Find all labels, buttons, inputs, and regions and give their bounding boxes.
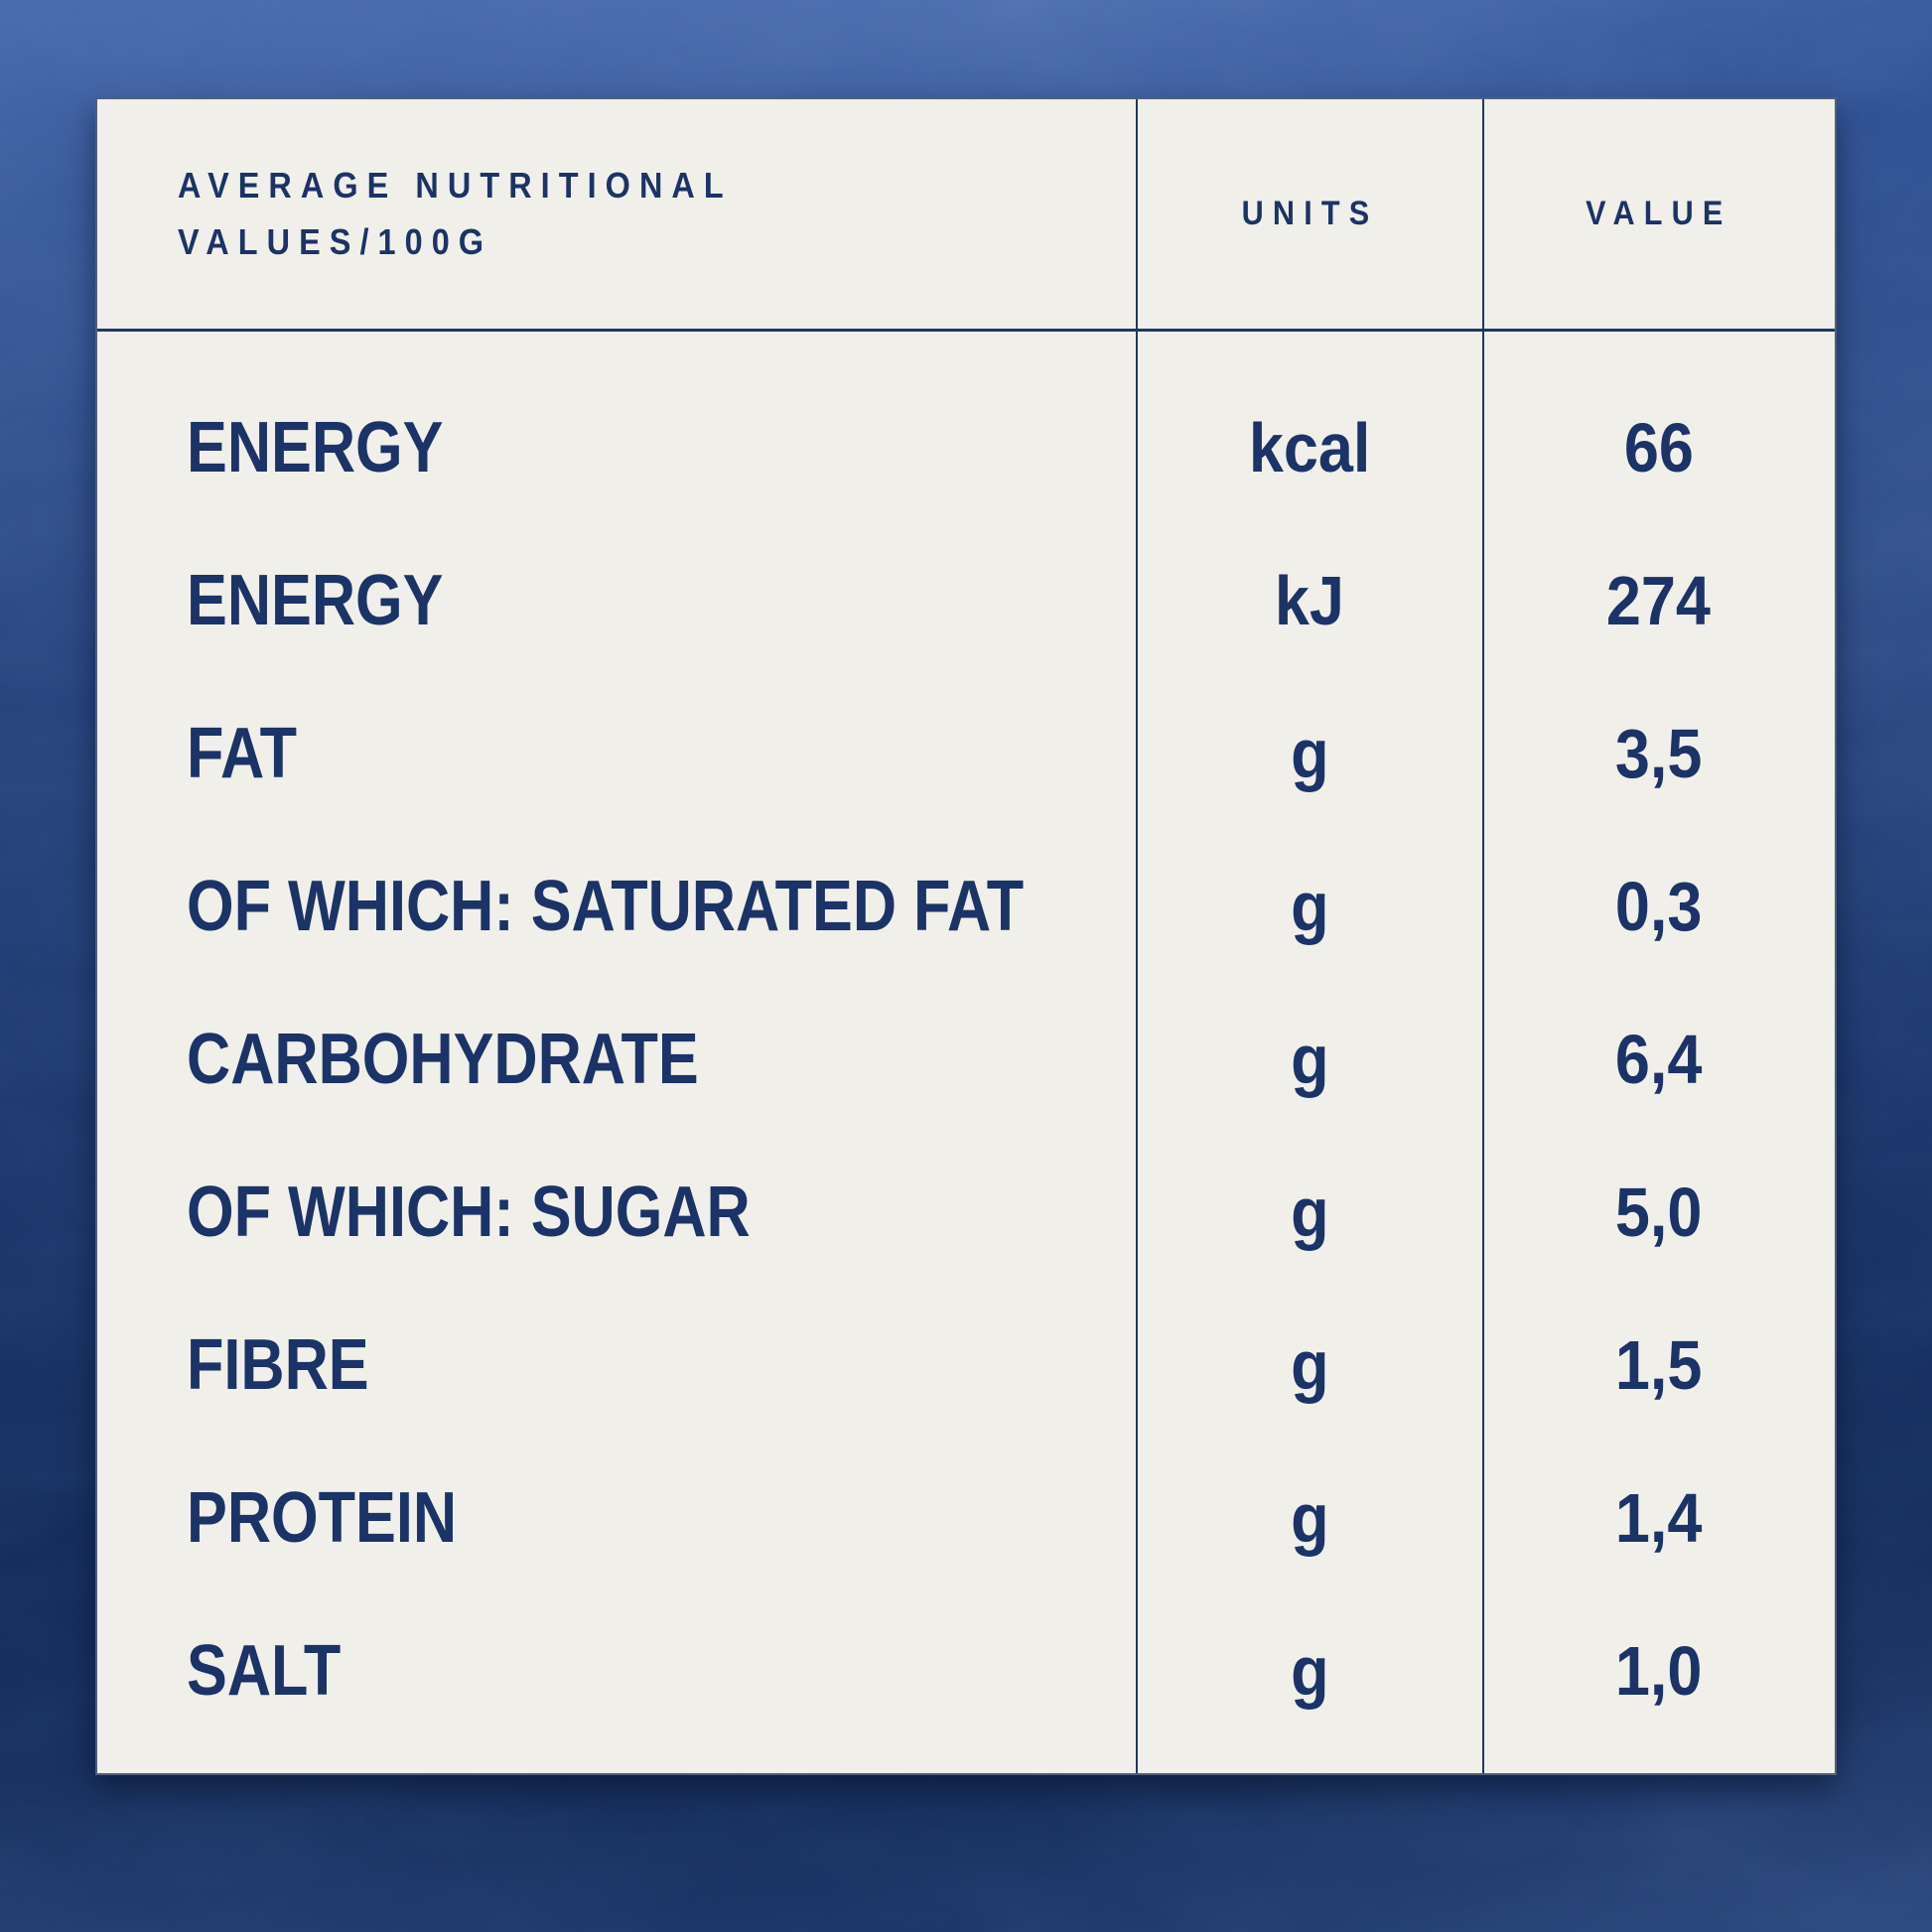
- nutrient-unit: g: [1290, 1173, 1329, 1251]
- header-units-cell: UNITS: [1137, 99, 1483, 329]
- nutrient-label-cell: CARBOHYDRATE: [97, 983, 1137, 1136]
- table-row-saturated-fat: OF WHICH: SATURATED FAT g 0,3: [97, 830, 1835, 983]
- nutrient-label: SALT: [187, 1631, 342, 1711]
- nutrient-value-cell: 274: [1483, 524, 1835, 677]
- nutrient-value: 0,3: [1615, 868, 1703, 945]
- table-row-energy-kcal: ENERGY kcal 66: [97, 371, 1835, 524]
- nutrient-unit: kcal: [1248, 409, 1371, 486]
- nutrient-unit-cell: g: [1137, 1289, 1483, 1442]
- table-row-sugar: OF WHICH: SUGAR g 5,0: [97, 1136, 1835, 1289]
- column-header-value: VALUE: [1586, 195, 1732, 232]
- nutrient-value: 1,0: [1615, 1632, 1703, 1710]
- nutrient-unit: g: [1290, 868, 1329, 945]
- nutrient-label-cell: FIBRE: [97, 1289, 1137, 1442]
- nutrient-value: 6,4: [1615, 1021, 1703, 1098]
- nutrient-value: 274: [1606, 562, 1712, 639]
- header-title-cell: AVERAGE NUTRITIONAL VALUES/100G: [97, 99, 1137, 329]
- table-row-carbohydrate: CARBOHYDRATE g 6,4: [97, 983, 1835, 1136]
- nutrient-unit: kJ: [1275, 562, 1345, 639]
- nutrient-value: 66: [1623, 409, 1694, 486]
- header-value-cell: VALUE: [1483, 99, 1835, 329]
- table-header-row: AVERAGE NUTRITIONAL VALUES/100G UNITS VA…: [97, 99, 1835, 332]
- nutrient-value: 1,5: [1615, 1326, 1703, 1404]
- nutrient-unit-cell: g: [1137, 1136, 1483, 1289]
- nutrient-label: FIBRE: [187, 1325, 369, 1405]
- nutrient-unit-cell: kJ: [1137, 524, 1483, 677]
- nutrition-table-card: AVERAGE NUTRITIONAL VALUES/100G UNITS VA…: [95, 97, 1837, 1775]
- column-divider-units: [1135, 99, 1138, 1773]
- table-row-fat: FAT g 3,5: [97, 677, 1835, 830]
- nutrient-label: ENERGY: [187, 561, 444, 640]
- nutrient-label: CARBOHYDRATE: [187, 1020, 699, 1099]
- table-row-fibre: FIBRE g 1,5: [97, 1289, 1835, 1442]
- nutrient-value-cell: 1,5: [1483, 1289, 1835, 1442]
- nutrient-unit: g: [1290, 1632, 1329, 1710]
- nutrient-value-cell: 6,4: [1483, 983, 1835, 1136]
- nutrient-label-cell: OF WHICH: SATURATED FAT: [97, 830, 1137, 983]
- nutrient-unit-cell: g: [1137, 1594, 1483, 1747]
- nutrient-label-cell: PROTEIN: [97, 1442, 1137, 1594]
- nutrient-label-cell: OF WHICH: SUGAR: [97, 1136, 1137, 1289]
- nutrient-unit-cell: kcal: [1137, 371, 1483, 524]
- column-divider-value: [1481, 99, 1484, 1773]
- nutrient-value-cell: 3,5: [1483, 677, 1835, 830]
- table-row-protein: PROTEIN g 1,4: [97, 1442, 1835, 1594]
- nutrient-value: 3,5: [1615, 715, 1703, 792]
- nutrient-label: PROTEIN: [187, 1478, 458, 1558]
- nutrient-value-cell: 66: [1483, 371, 1835, 524]
- table-row-salt: SALT g 1,0: [97, 1594, 1835, 1747]
- nutrient-label: ENERGY: [187, 408, 444, 487]
- nutrient-value-cell: 0,3: [1483, 830, 1835, 983]
- table-body: ENERGY kcal 66 ENERGY kJ 274 FAT g: [97, 332, 1835, 1773]
- nutrient-value-cell: 1,4: [1483, 1442, 1835, 1594]
- nutrient-label: OF WHICH: SUGAR: [187, 1173, 751, 1252]
- nutrient-value: 1,4: [1615, 1479, 1703, 1557]
- nutrient-value-cell: 5,0: [1483, 1136, 1835, 1289]
- table-row-energy-kj: ENERGY kJ 274: [97, 524, 1835, 677]
- nutrient-unit-cell: g: [1137, 830, 1483, 983]
- column-header-units: UNITS: [1241, 195, 1378, 232]
- nutrient-unit-cell: g: [1137, 1442, 1483, 1594]
- table-title: AVERAGE NUTRITIONAL VALUES/100G: [178, 164, 733, 262]
- nutrient-label: OF WHICH: SATURATED FAT: [187, 867, 1025, 946]
- nutrient-label: FAT: [187, 714, 298, 793]
- nutrient-unit-cell: g: [1137, 677, 1483, 830]
- nutrient-value-cell: 1,0: [1483, 1594, 1835, 1747]
- nutrient-unit: g: [1290, 1326, 1329, 1404]
- nutrient-unit: g: [1290, 1021, 1329, 1098]
- nutrient-label-cell: SALT: [97, 1594, 1137, 1747]
- nutrient-label-cell: FAT: [97, 677, 1137, 830]
- nutrient-label-cell: ENERGY: [97, 524, 1137, 677]
- nutrient-label-cell: ENERGY: [97, 371, 1137, 524]
- nutrient-unit: g: [1290, 1479, 1329, 1557]
- nutrient-unit-cell: g: [1137, 983, 1483, 1136]
- nutrient-value: 5,0: [1615, 1173, 1703, 1251]
- nutrient-unit: g: [1290, 715, 1329, 792]
